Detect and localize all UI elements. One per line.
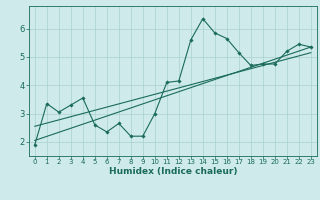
- X-axis label: Humidex (Indice chaleur): Humidex (Indice chaleur): [108, 167, 237, 176]
